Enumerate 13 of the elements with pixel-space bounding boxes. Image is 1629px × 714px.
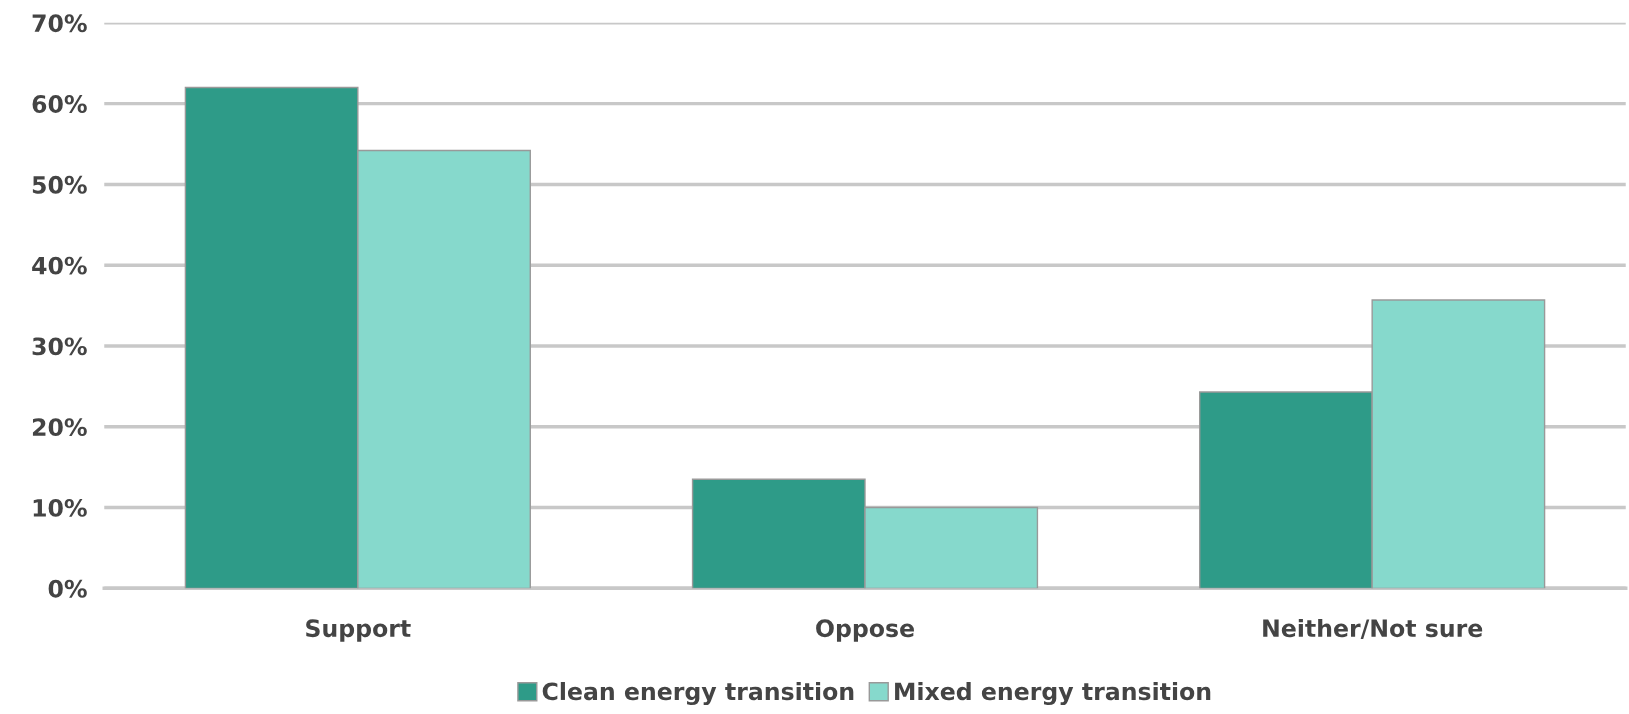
y-tick-label: 20%	[32, 418, 87, 437]
legend-label: Mixed energy transition	[895, 682, 1211, 706]
y-tick-label: 10%	[33, 499, 87, 517]
y-tick-label: 70%	[32, 14, 87, 33]
y-tick-label: 30%	[32, 337, 87, 356]
x-tick-label: Support	[306, 619, 411, 642]
y-tick-label: 40%	[32, 256, 87, 275]
y-tick-label: 60%	[32, 95, 87, 113]
y-tick-label: 50%	[32, 175, 87, 194]
y-tick-label: 0%	[48, 579, 87, 598]
legend-label: Clean energy transition	[542, 682, 854, 706]
x-tick-label: Oppose	[816, 619, 914, 642]
x-tick-label: Neither/Not sure	[1263, 618, 1483, 640]
